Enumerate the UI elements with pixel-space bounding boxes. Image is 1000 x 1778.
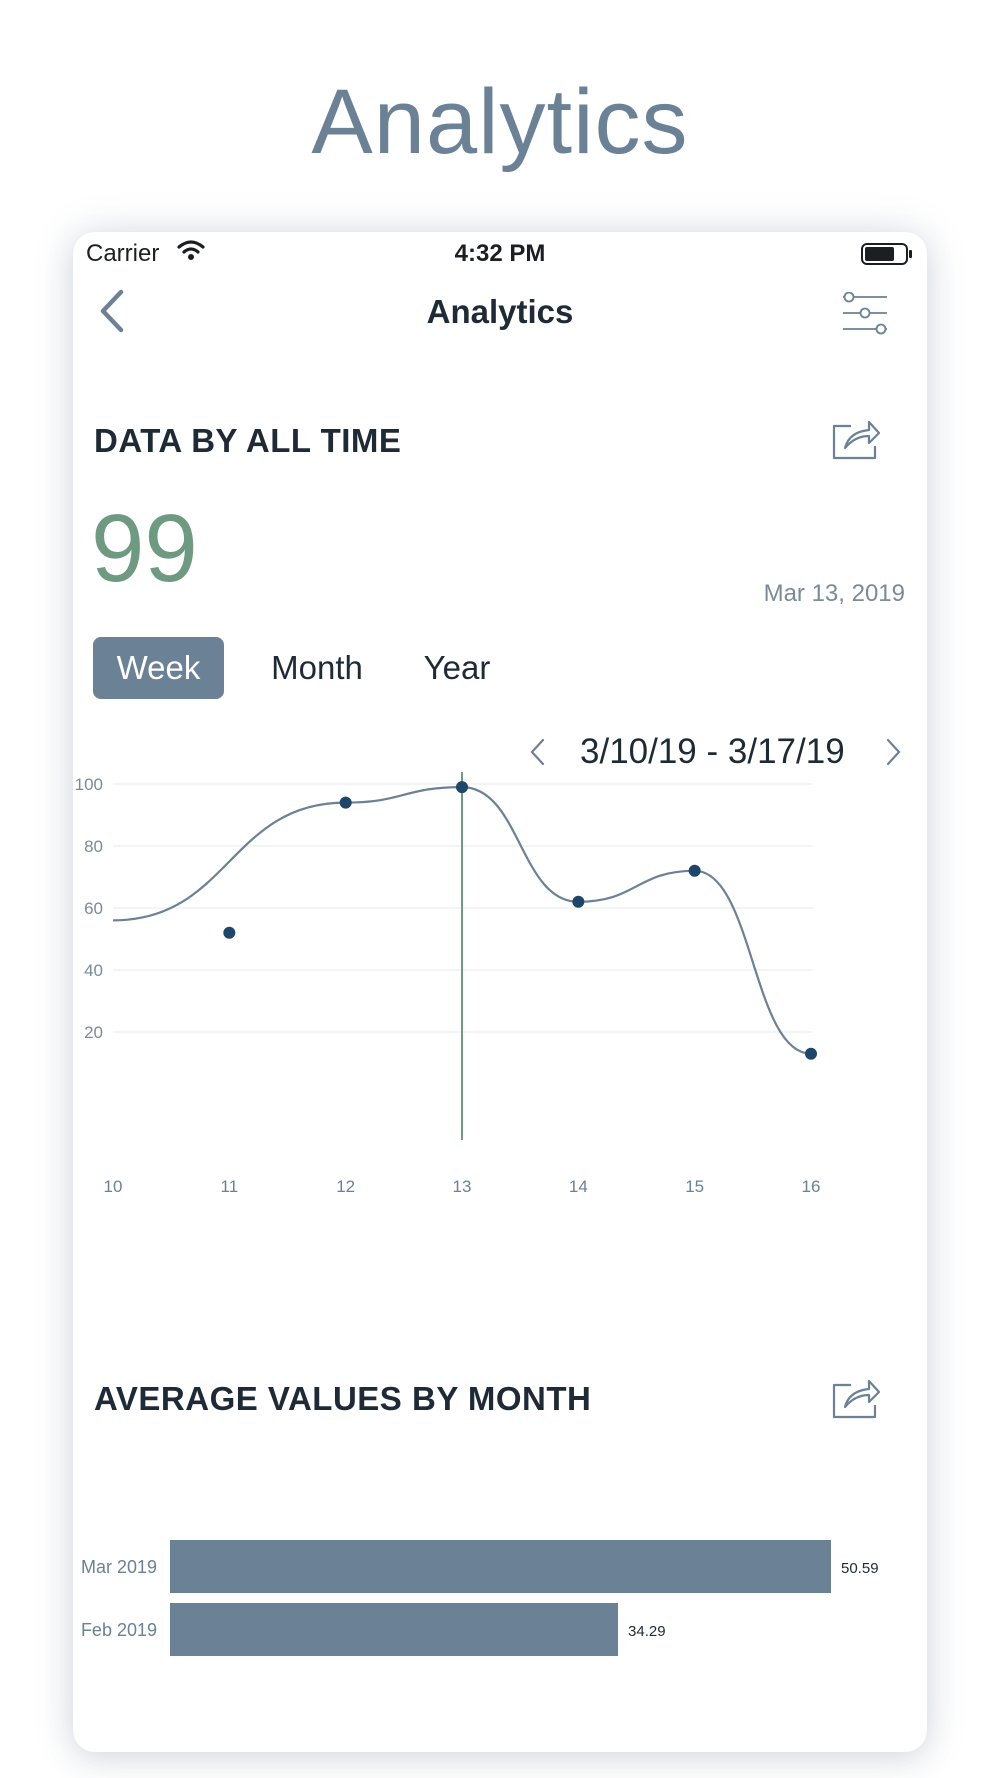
x-tick-label: 15 [685,1177,704,1196]
carrier-label: Carrier [86,240,160,267]
x-tick-label: 13 [453,1177,472,1196]
summary-value: 99 [91,495,198,602]
data-point [339,796,352,809]
summary-date: Mar 13, 2019 [763,580,905,607]
y-tick-label: 60 [84,899,103,918]
hero-title: Analytics [311,71,689,173]
status-time: 4:32 PM [454,240,546,267]
bar-category-label: Mar 2019 [81,1557,157,1577]
data-point [805,1047,817,1060]
x-tick-label: 16 [802,1177,821,1196]
chevron-right-icon[interactable] [883,737,903,772]
y-tick-label: 100 [75,775,103,794]
tab-week[interactable]: Week [93,637,224,699]
status-bar: Carrier 4:32 PM [73,232,927,276]
monthly-title: AVERAGE VALUES BY MONTH [94,1380,592,1417]
date-range-label: 3/10/19 - 3/17/19 [580,732,845,771]
line-chart: 20 40 60 80 100 10 11 12 13 14 15 16 [75,772,821,1196]
bar-chart: Mar 2019 50.59 Feb 2019 34.29 [81,1540,879,1656]
share-icon[interactable] [831,1375,881,1424]
series-line [112,785,812,1055]
bar [170,1603,619,1656]
bar [170,1540,831,1593]
chevron-left-icon[interactable] [528,737,548,772]
tab-month[interactable]: Month [271,649,363,686]
x-tick-label: 14 [569,1177,588,1196]
bar-category-label: Feb 2019 [81,1620,157,1640]
bar-value-label: 34.29 [628,1623,666,1640]
x-tick-label: 12 [336,1177,355,1196]
wifi-icon [176,238,206,269]
nav-title: Analytics [426,293,574,330]
y-tick-label: 20 [84,1023,103,1042]
battery-icon [861,242,913,273]
x-tick-label: 11 [221,1177,239,1196]
bar-value-label: 50.59 [841,1560,879,1577]
data-point [688,864,701,877]
data-point [572,895,585,908]
nav-bar: Analytics [73,276,927,346]
phone-screen: Carrier 4:32 PM Analytics [73,232,927,1752]
data-point [456,781,468,794]
x-tick-label: 10 [104,1177,123,1196]
summary-title: DATA BY ALL TIME [94,422,402,459]
date-range-picker: 3/10/19 - 3/17/19 [73,727,927,783]
back-icon[interactable] [95,288,129,339]
share-icon[interactable] [831,416,881,465]
y-tick-label: 40 [84,961,103,980]
data-point [223,926,236,939]
y-tick-label: 80 [84,837,103,856]
sliders-icon[interactable] [843,291,887,343]
tab-year[interactable]: Year [423,649,491,686]
